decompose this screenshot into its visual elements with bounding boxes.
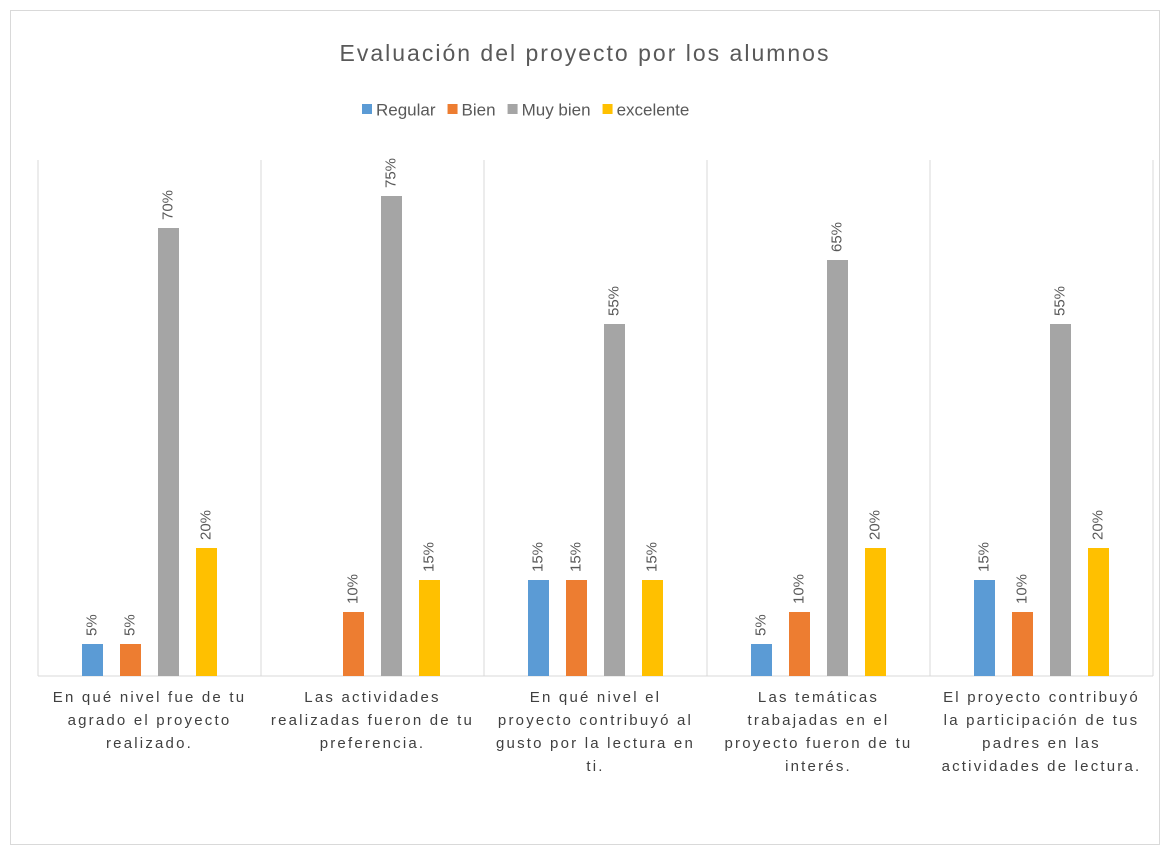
data-label: 55% bbox=[1051, 286, 1068, 316]
data-label: 10% bbox=[344, 574, 361, 604]
data-label: 70% bbox=[159, 190, 176, 220]
data-label: 15% bbox=[643, 542, 660, 572]
data-label: 20% bbox=[1089, 510, 1106, 540]
data-label: 10% bbox=[1013, 574, 1030, 604]
legend-swatch bbox=[447, 104, 458, 114]
legend-label: excelente bbox=[617, 100, 690, 119]
bar bbox=[789, 612, 810, 676]
bar bbox=[196, 548, 217, 676]
data-label: 15% bbox=[975, 542, 992, 572]
legend-label: Muy bien bbox=[522, 100, 591, 119]
legend-label: Bien bbox=[462, 100, 496, 119]
data-label: 20% bbox=[197, 510, 214, 540]
x-tick-label: El proyecto contribuyó la participación … bbox=[941, 689, 1142, 775]
bar bbox=[865, 548, 886, 676]
bar bbox=[528, 580, 549, 676]
data-label: 65% bbox=[828, 222, 845, 252]
bar bbox=[566, 580, 587, 676]
bar bbox=[343, 612, 364, 676]
bar bbox=[751, 644, 772, 676]
bar bbox=[604, 324, 625, 676]
data-label: 75% bbox=[382, 158, 399, 188]
data-label: 5% bbox=[752, 614, 769, 636]
data-label: 10% bbox=[790, 574, 807, 604]
bar bbox=[1012, 612, 1033, 676]
data-label: 20% bbox=[866, 510, 883, 540]
bar bbox=[642, 580, 663, 676]
legend-label: Regular bbox=[376, 100, 436, 119]
bar bbox=[419, 580, 440, 676]
legend-swatch bbox=[602, 104, 613, 114]
data-label: 55% bbox=[605, 286, 622, 316]
x-tick-label: En qué nivel el proyecto contribuyó al g… bbox=[495, 689, 696, 775]
bar bbox=[1088, 548, 1109, 676]
bar bbox=[120, 644, 141, 676]
bar bbox=[82, 644, 103, 676]
legend-swatch bbox=[507, 104, 518, 114]
x-tick-label: En qué nivel fue de tu agrado el proyect… bbox=[52, 689, 247, 752]
data-label: 15% bbox=[529, 542, 546, 572]
x-tick-label: Las temáticas trabajadas en el proyecto … bbox=[724, 689, 913, 775]
x-tick-label: Las actividades realizadas fueron de tu … bbox=[270, 689, 475, 752]
data-label: 15% bbox=[420, 542, 437, 572]
bar bbox=[827, 260, 848, 676]
legend-swatch bbox=[362, 104, 372, 114]
data-label: 5% bbox=[121, 614, 138, 636]
bar bbox=[1050, 324, 1071, 676]
data-label: 15% bbox=[567, 542, 584, 572]
chart-border bbox=[10, 10, 1160, 845]
bar bbox=[974, 580, 995, 676]
data-label: 5% bbox=[83, 614, 100, 636]
bar bbox=[381, 196, 402, 676]
bar bbox=[158, 228, 179, 676]
chart-title: Evaluación del proyecto por los alumnos bbox=[340, 40, 831, 66]
